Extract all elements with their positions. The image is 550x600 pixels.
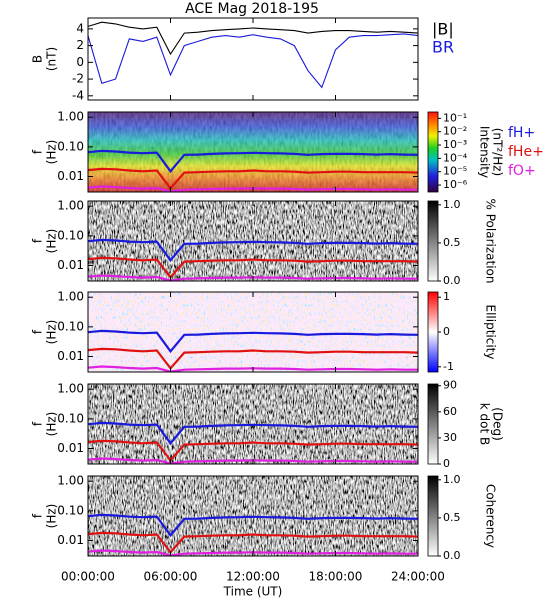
y-tick-label: 0.01 [57, 169, 84, 183]
colorbar-tick-label: 0 [443, 457, 450, 470]
y-tick-label: 0.10 [57, 139, 84, 153]
y-tick-label: 0.01 [57, 533, 84, 547]
chart-title: ACE Mag 2018-195 [185, 1, 319, 17]
x-tick-label: 00:00:00 [61, 570, 115, 584]
y-axis-label: f [31, 329, 45, 334]
gyrofrequency-line [88, 421, 418, 446]
legend-label: fH+ [508, 125, 535, 141]
legend-label: BR [432, 38, 454, 57]
y-tick-label: 2 [76, 38, 84, 52]
legend-label: fHe+ [508, 144, 544, 160]
colorbar-label: k dot B [478, 403, 492, 445]
colorbar-tick-label: 10⁻⁵ [443, 165, 467, 178]
y-axis-label: (Hz) [45, 229, 59, 254]
y-tick-label: 1.00 [57, 110, 84, 124]
y-tick-label: 0.10 [57, 503, 84, 517]
plot-area [88, 476, 418, 556]
y-tick-label: 0.01 [57, 441, 84, 455]
y-tick-label: -4 [72, 88, 84, 102]
colorbar [427, 291, 439, 373]
gyrofrequency-line [88, 513, 418, 538]
y-tick-label: 1.00 [57, 382, 84, 396]
y-axis-label: (Hz) [45, 320, 59, 345]
gyrofrequency-line [88, 329, 418, 354]
y-tick-label: 0.01 [57, 349, 84, 363]
y-axis-label: f [31, 238, 45, 243]
x-tick-label: 24:00:00 [391, 570, 445, 584]
gyrofrequency-line [88, 149, 418, 174]
plot-area [88, 201, 418, 281]
data-line [88, 21, 418, 56]
gyrofrequency-line [88, 256, 418, 280]
gyrofrequency-line [88, 238, 418, 263]
y-tick-label: 0.10 [57, 228, 84, 242]
x-tick-label: 18:00:00 [309, 570, 363, 584]
colorbar-tick-label: 10⁻⁶ [443, 178, 468, 191]
colorbar-label: % Polarization [484, 199, 498, 284]
x-tick-label: 06:00:00 [144, 570, 198, 584]
colorbar-label: Intensity [478, 126, 492, 178]
legend-label: |B| [432, 20, 454, 39]
plot-area [88, 21, 418, 89]
y-tick-label: 0 [76, 55, 84, 69]
plot-area [88, 384, 418, 464]
y-axis-label: (Hz) [45, 412, 59, 437]
colorbar [427, 111, 439, 193]
colorbar-tick-label: 30 [443, 431, 457, 444]
gyrofrequency-line [88, 167, 418, 191]
plot-area [88, 112, 418, 192]
y-tick-label: 1.00 [57, 290, 84, 304]
y-tick-label: 0.01 [57, 258, 84, 272]
colorbar-label: Ellipticity [484, 305, 498, 360]
colorbar [427, 200, 439, 282]
gyrofrequency-line [88, 439, 418, 463]
colorbar-tick-label: 1.0 [443, 473, 461, 486]
colorbar-tick-label: -1 [443, 360, 454, 373]
colorbar [427, 383, 439, 465]
y-tick-label: -2 [72, 72, 84, 86]
colorbar-tick-label: 0.0 [443, 274, 461, 287]
data-line [88, 33, 418, 89]
colorbar-label: (Deg) [491, 407, 505, 441]
colorbar-tick-label: 60 [443, 405, 457, 418]
colorbar-tick-label: 1 [443, 290, 450, 303]
colorbar-tick-label: 0 [443, 325, 450, 338]
colorbar-tick-label: 10⁻¹ [443, 111, 467, 124]
colorbar-tick-label: 10⁻² [443, 125, 467, 138]
colorbar-label: (nT²/Hz) [491, 128, 505, 176]
y-axis-label: (Hz) [45, 504, 59, 529]
colorbar-tick-label: 10⁻⁴ [443, 151, 468, 164]
y-axis-label: B [31, 55, 45, 63]
legend-label: fO+ [508, 163, 536, 179]
gyrofrequency-line [88, 347, 418, 371]
colorbar [427, 475, 439, 557]
y-tick-label: 4 [76, 21, 84, 35]
plot-frame [87, 17, 419, 101]
colorbar-tick-label: 0.0 [443, 549, 461, 562]
colorbar-tick-label: 0.5 [443, 236, 461, 249]
x-axis-label: Time (UT) [223, 585, 283, 599]
colorbar-tick-label: 90 [443, 379, 457, 392]
y-axis-label: (Hz) [45, 140, 59, 165]
y-tick-label: 1.00 [57, 199, 84, 213]
y-axis-label: f [31, 149, 45, 154]
x-tick-label: 12:00:00 [226, 570, 280, 584]
colorbar-tick-label: 0.5 [443, 511, 461, 524]
colorbar-tick-label: 1.0 [443, 198, 461, 211]
colorbar-label: Coherency [484, 484, 498, 548]
y-axis-label: (nT) [45, 47, 59, 71]
y-tick-label: 1.00 [57, 474, 84, 488]
y-tick-label: 0.10 [57, 319, 84, 333]
plot-area [88, 292, 418, 372]
y-tick-label: 0.10 [57, 411, 84, 425]
y-axis-label: f [31, 421, 45, 426]
colorbar-tick-label: 10⁻³ [443, 138, 467, 151]
gyrofrequency-line [88, 531, 418, 555]
y-axis-label: f [31, 513, 45, 518]
